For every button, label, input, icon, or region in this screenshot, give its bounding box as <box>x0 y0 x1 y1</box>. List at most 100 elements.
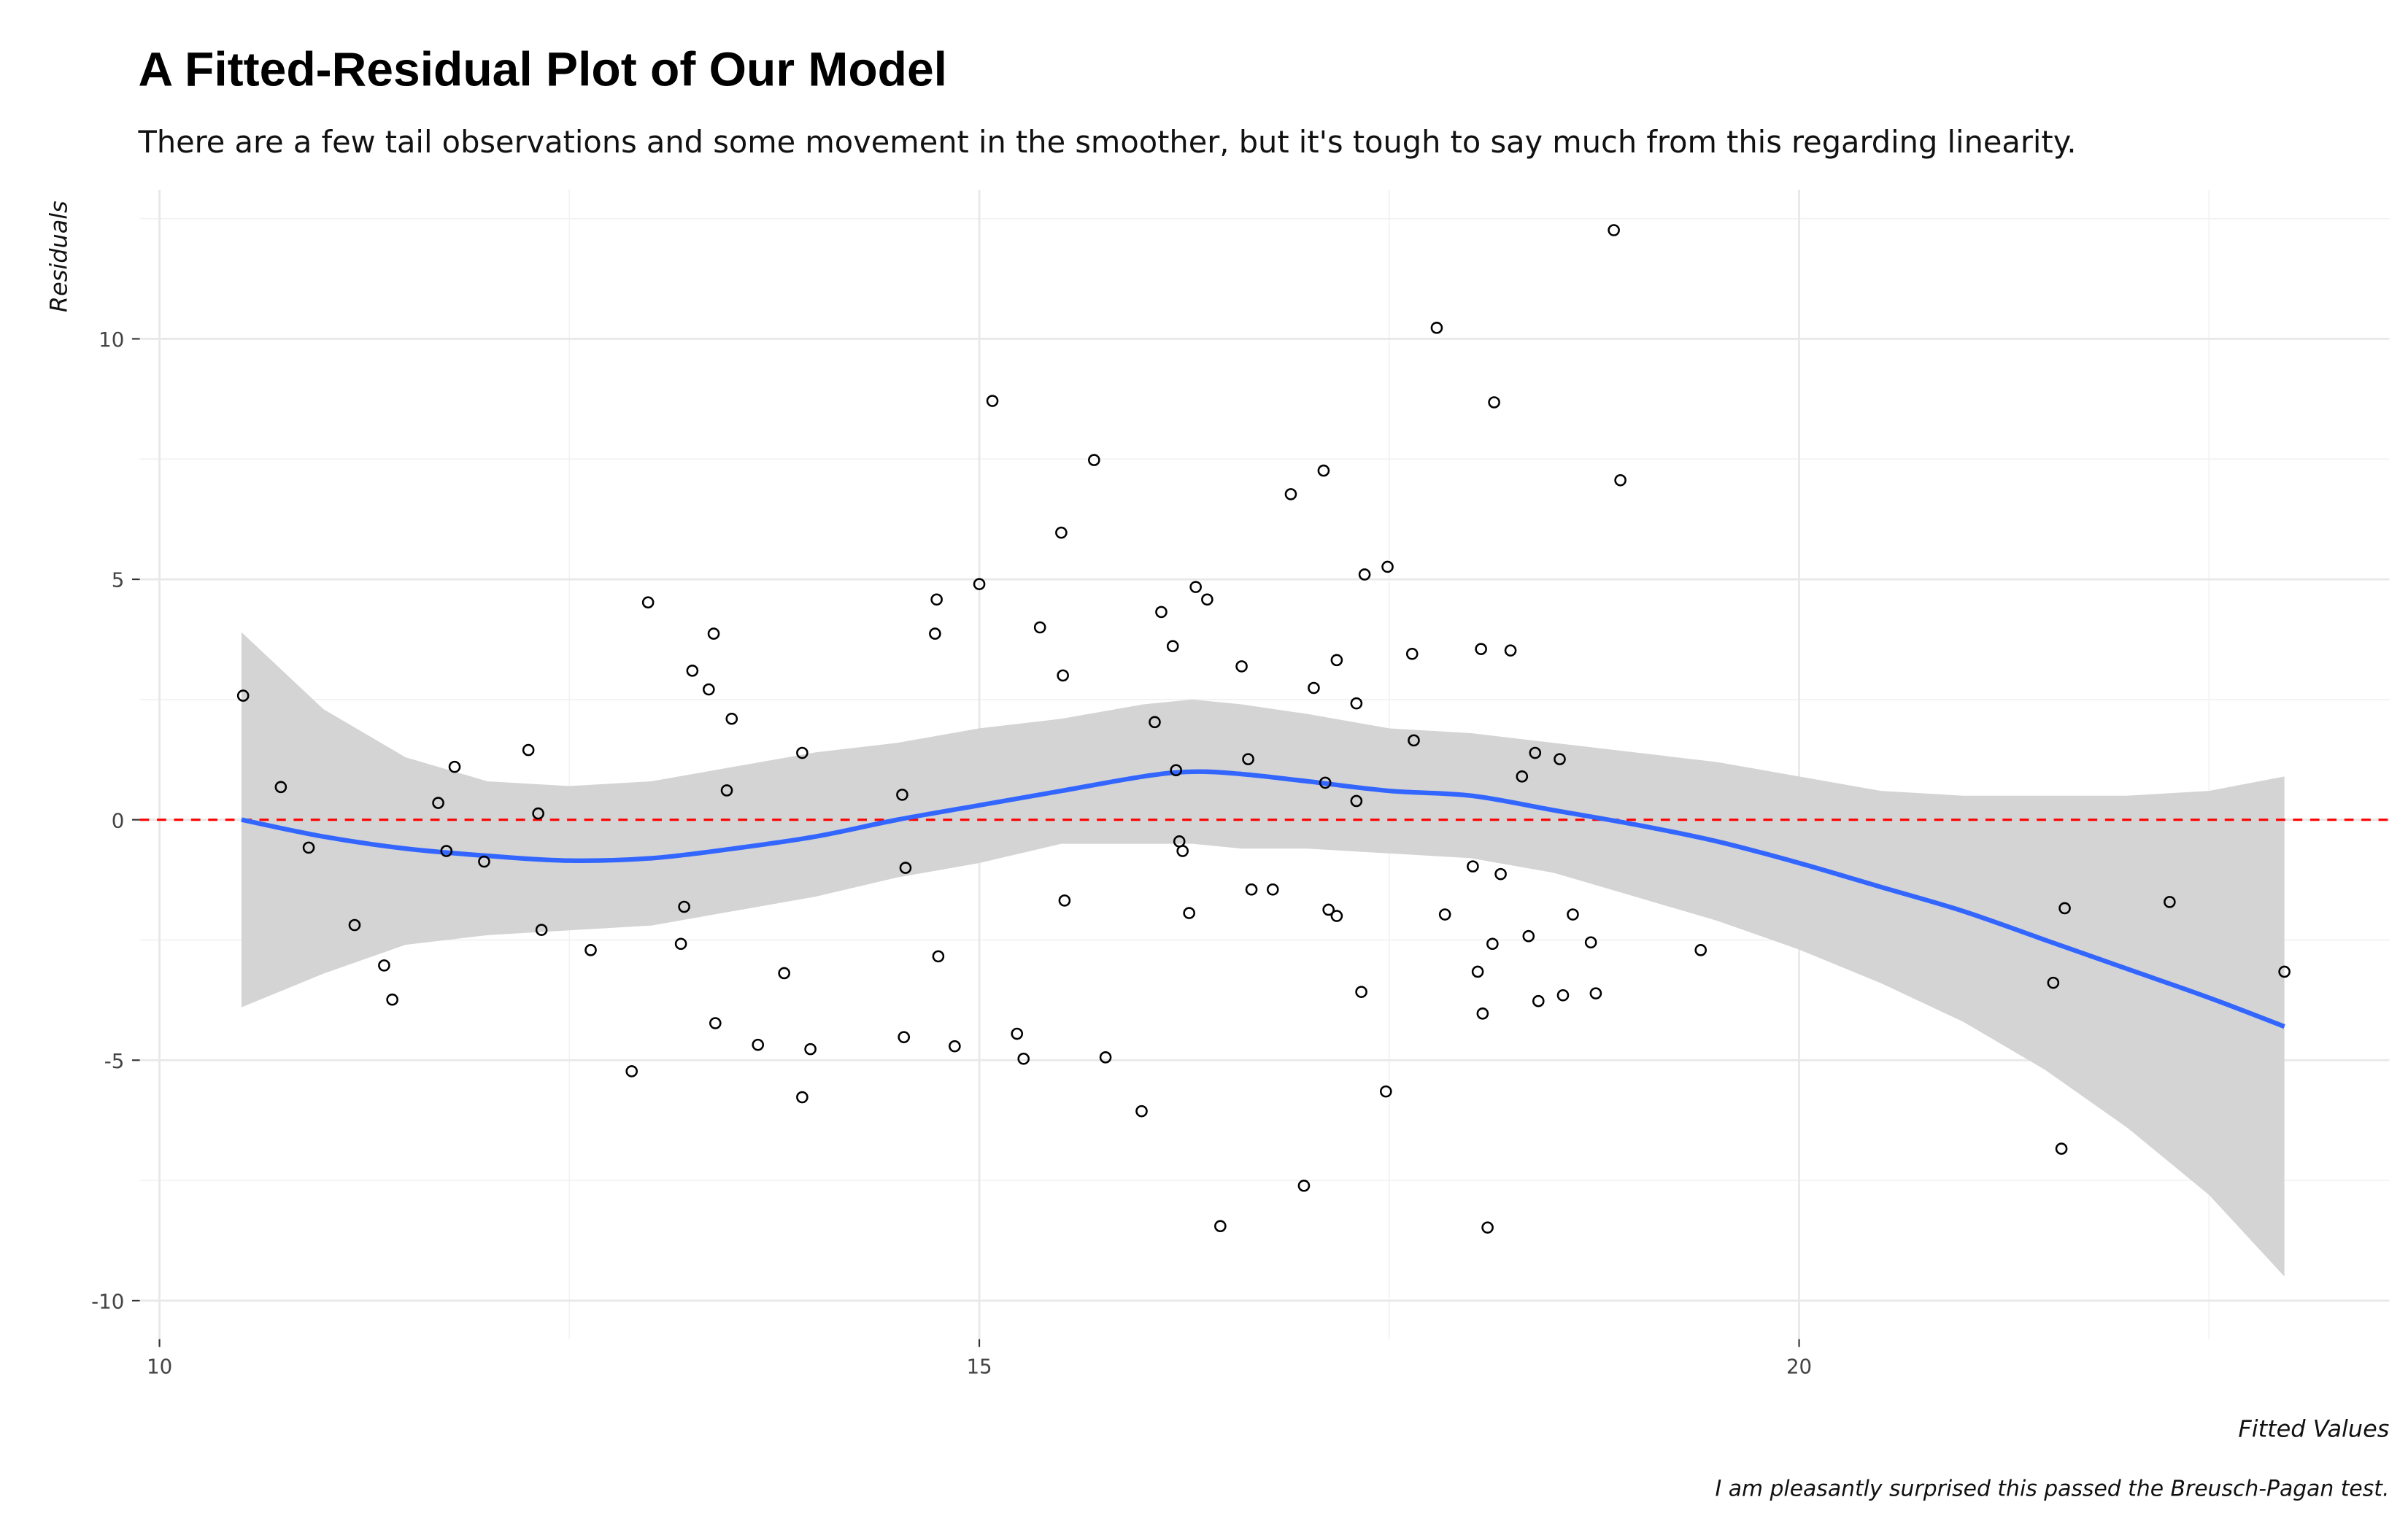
data-point <box>1057 669 1069 682</box>
data-point <box>973 578 986 590</box>
data-point <box>1170 764 1182 777</box>
data-point <box>949 1040 961 1053</box>
axis-ticks: 10 15 20 -10 -5 0 5 10 <box>91 328 1812 1378</box>
confidence-band <box>241 632 2285 1277</box>
data-point <box>302 841 315 854</box>
y-tick-label: 10 <box>99 328 124 352</box>
data-point <box>1608 224 1620 236</box>
data-point <box>348 918 361 932</box>
data-point <box>1176 845 1189 857</box>
data-point <box>1408 734 1420 747</box>
data-point <box>725 712 738 725</box>
data-point <box>1471 965 1484 978</box>
data-point <box>1183 907 1195 919</box>
data-point <box>1430 322 1443 334</box>
data-point <box>1284 488 1297 500</box>
chart-subtitle: There are a few tail observations and so… <box>137 124 2076 160</box>
data-point <box>1055 526 1068 539</box>
x-axis-label: Fitted Values <box>2238 1415 2389 1443</box>
data-point <box>1235 660 1248 673</box>
data-point <box>2055 1142 2068 1155</box>
data-point <box>1504 644 1517 657</box>
data-point <box>2058 902 2071 915</box>
data-point <box>709 1017 722 1029</box>
data-point <box>2278 965 2291 978</box>
data-point <box>378 959 390 972</box>
data-point <box>678 900 690 913</box>
data-point <box>896 789 908 801</box>
data-point <box>1319 776 1332 789</box>
data-point <box>1584 936 1597 949</box>
data-point <box>804 1042 817 1056</box>
data-point <box>1330 654 1343 667</box>
data-point <box>584 944 597 956</box>
data-point <box>386 993 398 1006</box>
data-point <box>930 593 943 606</box>
data-point <box>1467 860 1479 873</box>
data-point <box>1481 1221 1494 1234</box>
y-axis-label: Residuals <box>45 201 73 312</box>
data-point <box>720 784 733 797</box>
data-point <box>1350 697 1363 710</box>
data-point <box>1088 454 1100 466</box>
data-point <box>2164 896 2176 908</box>
data-point <box>625 1065 638 1078</box>
data-point <box>898 1031 911 1043</box>
y-tick-label: 5 <box>112 568 125 592</box>
data-point <box>778 967 790 980</box>
data-point <box>1155 606 1168 619</box>
data-point <box>1486 937 1499 951</box>
x-tick-label: 15 <box>966 1354 992 1378</box>
data-point <box>674 937 687 951</box>
data-point <box>1381 560 1394 573</box>
data-point <box>1017 1052 1030 1065</box>
data-point <box>686 665 699 677</box>
data-point <box>1033 621 1046 634</box>
data-point <box>1475 643 1487 655</box>
data-point <box>1058 894 1071 907</box>
data-point <box>986 395 999 407</box>
chart-caption: I am pleasantly surprised this passed th… <box>1716 1477 2390 1502</box>
points <box>236 224 2291 1234</box>
data-point <box>1189 581 1202 593</box>
data-point <box>1380 1085 1392 1098</box>
data-point <box>1694 944 1707 956</box>
data-point <box>532 807 544 820</box>
data-point <box>1266 883 1279 896</box>
data-point <box>1488 396 1500 409</box>
data-point <box>796 746 809 759</box>
data-point <box>432 797 444 809</box>
data-point <box>1297 1180 1311 1192</box>
data-point <box>641 596 655 609</box>
data-point <box>1556 989 1570 1002</box>
data-point <box>1358 568 1371 581</box>
data-point <box>274 781 288 794</box>
data-point <box>1494 867 1507 881</box>
data-point <box>1554 753 1566 765</box>
data-point <box>1166 640 1179 653</box>
data-point <box>1330 910 1343 922</box>
data-point <box>1308 681 1320 695</box>
data-point <box>448 760 461 773</box>
data-point <box>1405 647 1419 660</box>
data-point <box>752 1038 765 1051</box>
data-point <box>899 862 912 874</box>
data-point <box>1476 1007 1489 1020</box>
data-point <box>1516 770 1529 783</box>
data-point <box>1135 1104 1148 1118</box>
data-point <box>522 743 535 757</box>
data-point <box>1245 883 1258 896</box>
data-point <box>1011 1027 1024 1040</box>
y-tick-label: -5 <box>104 1049 125 1073</box>
data-point <box>1438 908 1451 921</box>
data-point <box>1567 908 1579 921</box>
data-point <box>1532 994 1545 1007</box>
data-point <box>1099 1051 1112 1064</box>
data-point <box>1214 1220 1227 1233</box>
data-point <box>1242 753 1254 765</box>
y-tick-label: -10 <box>91 1290 124 1314</box>
data-point <box>1149 716 1161 729</box>
chart-title: A Fitted-Residual Plot of Our Model <box>138 42 947 96</box>
data-point <box>440 845 453 857</box>
